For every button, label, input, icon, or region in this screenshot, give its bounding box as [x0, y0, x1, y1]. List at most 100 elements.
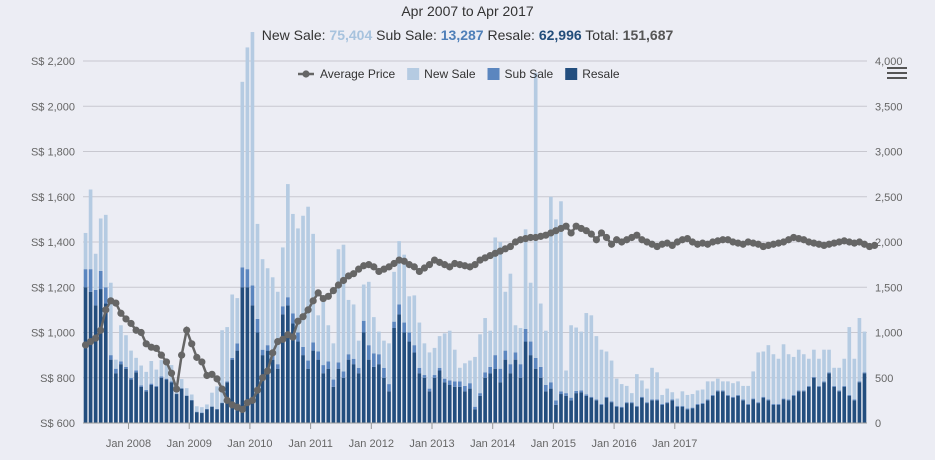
average-price-point[interactable] [188, 340, 196, 348]
average-price-point[interactable] [213, 375, 221, 383]
resale-bar[interactable] [493, 368, 498, 423]
sub-sale-bar[interactable] [791, 394, 796, 396]
resale-bar[interactable] [791, 395, 796, 423]
new-sale-bar[interactable] [761, 351, 766, 397]
average-price-point[interactable] [127, 319, 135, 328]
new-sale-bar[interactable] [463, 363, 467, 386]
resale-bar[interactable] [286, 305, 290, 423]
sub-sale-bar[interactable] [260, 349, 265, 356]
sub-sale-bar[interactable] [574, 390, 578, 394]
new-sale-bar[interactable] [827, 349, 831, 373]
sub-sale-bar[interactable] [842, 385, 847, 387]
sub-sale-bar[interactable] [286, 297, 290, 306]
sub-sale-bar[interactable] [736, 394, 740, 396]
sub-sale-bar[interactable] [250, 285, 255, 306]
legend-item-label[interactable]: Sub Sale [505, 67, 554, 81]
sub-sale-bar[interactable] [781, 398, 786, 400]
new-sale-bar[interactable] [114, 359, 118, 369]
average-price-point[interactable] [269, 349, 277, 357]
sub-sale-bar[interactable] [473, 406, 477, 410]
resale-bar[interactable] [584, 395, 589, 423]
new-sale-bar[interactable] [832, 367, 836, 386]
new-sale-bar[interactable] [417, 322, 422, 368]
new-sale-bar[interactable] [260, 259, 265, 350]
sub-sale-bar[interactable] [265, 345, 270, 351]
resale-bar[interactable] [488, 373, 492, 423]
resale-bar[interactable] [675, 406, 680, 423]
new-sale-bar[interactable] [559, 201, 563, 392]
new-sale-bar[interactable] [205, 404, 209, 409]
resale-bar[interactable] [827, 373, 831, 423]
new-sale-bar[interactable] [513, 325, 518, 353]
new-sale-bar[interactable] [680, 391, 685, 406]
new-sale-bar[interactable] [306, 206, 310, 361]
sub-sale-bar[interactable] [311, 342, 315, 351]
resale-bar[interactable] [129, 379, 133, 423]
new-sale-bar[interactable] [164, 358, 169, 379]
new-sale-bar[interactable] [336, 249, 341, 363]
average-price-point[interactable] [294, 317, 302, 325]
sub-sale-bar[interactable] [518, 364, 523, 378]
sub-sale-bar[interactable] [796, 390, 801, 392]
new-sale-bar[interactable] [235, 298, 240, 344]
new-sale-bar[interactable] [377, 331, 381, 355]
average-price-point[interactable] [162, 358, 171, 366]
sub-sale-bar[interactable] [154, 385, 159, 387]
average-price-point[interactable] [633, 231, 641, 239]
new-sale-bar[interactable] [624, 385, 629, 403]
average-price-point[interactable] [410, 263, 418, 271]
average-price-point[interactable] [370, 263, 378, 271]
average-price-point[interactable] [334, 281, 343, 289]
resale-bar[interactable] [402, 332, 407, 424]
resale-bar[interactable] [230, 359, 235, 423]
resale-bar[interactable] [503, 359, 508, 423]
resale-bar[interactable] [417, 373, 422, 423]
new-sale-bar[interactable] [230, 294, 235, 358]
resale-bar[interactable] [609, 402, 614, 423]
legend-item-label[interactable]: Average Price [320, 67, 395, 81]
new-sale-bar[interactable] [857, 318, 862, 382]
sub-sale-bar[interactable] [377, 354, 381, 365]
average-price-point[interactable] [415, 267, 423, 276]
resale-bar[interactable] [326, 368, 331, 423]
resale-bar[interactable] [311, 350, 315, 423]
resale-bar[interactable] [518, 377, 523, 423]
new-sale-bar[interactable] [554, 219, 558, 401]
new-sale-bar[interactable] [351, 304, 356, 359]
sub-sale-bar[interactable] [549, 382, 553, 389]
new-sale-bar[interactable] [771, 354, 776, 404]
average-price-point[interactable] [582, 227, 590, 235]
average-price-point[interactable] [223, 396, 231, 404]
new-sale-bar[interactable] [796, 349, 801, 391]
sub-sale-bar[interactable] [124, 366, 128, 369]
legend-item-label[interactable]: Resale [582, 67, 620, 81]
new-sale-bar[interactable] [427, 352, 432, 389]
new-sale-bar[interactable] [812, 349, 816, 377]
sub-sale-bar[interactable] [488, 366, 492, 374]
sub-sale-bar[interactable] [149, 383, 154, 385]
average-price-point[interactable] [562, 222, 570, 230]
resale-bar[interactable] [640, 397, 644, 423]
resale-bar[interactable] [660, 404, 664, 423]
new-sale-bar[interactable] [119, 325, 123, 362]
new-sale-bar[interactable] [326, 325, 331, 362]
new-sale-bar[interactable] [498, 242, 503, 369]
sub-sale-bar[interactable] [452, 381, 457, 387]
sub-sale-bar[interactable] [554, 400, 558, 405]
resale-bar[interactable] [569, 400, 573, 423]
sub-sale-bar[interactable] [695, 403, 700, 405]
sub-sale-bar[interactable] [432, 375, 437, 378]
resale-bar[interactable] [776, 404, 781, 423]
average-price-point[interactable] [587, 230, 595, 238]
resale-bar[interactable] [98, 289, 103, 423]
sub-sale-bar[interactable] [822, 381, 826, 383]
new-sale-bar[interactable] [543, 330, 548, 385]
sub-sale-bar[interactable] [139, 385, 143, 387]
resale-bar[interactable] [139, 386, 143, 423]
new-sale-bar[interactable] [83, 232, 88, 270]
sub-sale-bar[interactable] [255, 318, 260, 333]
resale-bar[interactable] [144, 391, 149, 423]
sub-sale-bar[interactable] [458, 381, 462, 387]
new-sale-bar[interactable] [387, 343, 391, 385]
resale-bar[interactable] [134, 372, 138, 423]
